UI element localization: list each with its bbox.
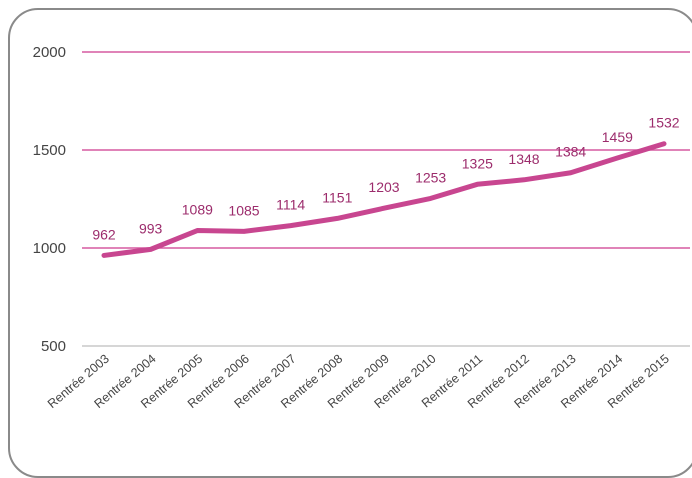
y-tick-label: 500 bbox=[41, 338, 66, 355]
data-label: 962 bbox=[92, 226, 116, 242]
data-label: 1253 bbox=[415, 169, 446, 185]
y-tick-label: 2000 bbox=[33, 44, 66, 61]
series-line bbox=[101, 141, 667, 258]
data-label: 1348 bbox=[508, 151, 539, 167]
line-chart: 500 1000 1500 2000 962 993 1089 1085 1114 1151 12… bbox=[33, 44, 690, 411]
data-labels: 962 993 1089 1085 1114 1151 1203 1253 1325 1348 13… bbox=[92, 115, 679, 243]
data-label: 1151 bbox=[322, 189, 352, 205]
data-label: 1532 bbox=[648, 115, 679, 131]
data-label: 993 bbox=[139, 220, 163, 236]
data-label: 1203 bbox=[368, 179, 399, 195]
data-label: 1325 bbox=[462, 155, 493, 171]
data-label: 1459 bbox=[602, 129, 633, 145]
data-label: 1384 bbox=[555, 144, 586, 160]
series-line-group bbox=[101, 141, 667, 258]
data-label: 1085 bbox=[228, 202, 259, 218]
y-tick-label: 1500 bbox=[33, 142, 66, 159]
y-tick-label: 1000 bbox=[33, 240, 66, 257]
chart-frame bbox=[8, 8, 692, 478]
y-axis-ticks: 500 1000 1500 2000 bbox=[33, 44, 66, 355]
gridlines bbox=[82, 51, 690, 347]
data-label: 1089 bbox=[182, 202, 213, 218]
data-label: 1114 bbox=[276, 197, 305, 213]
